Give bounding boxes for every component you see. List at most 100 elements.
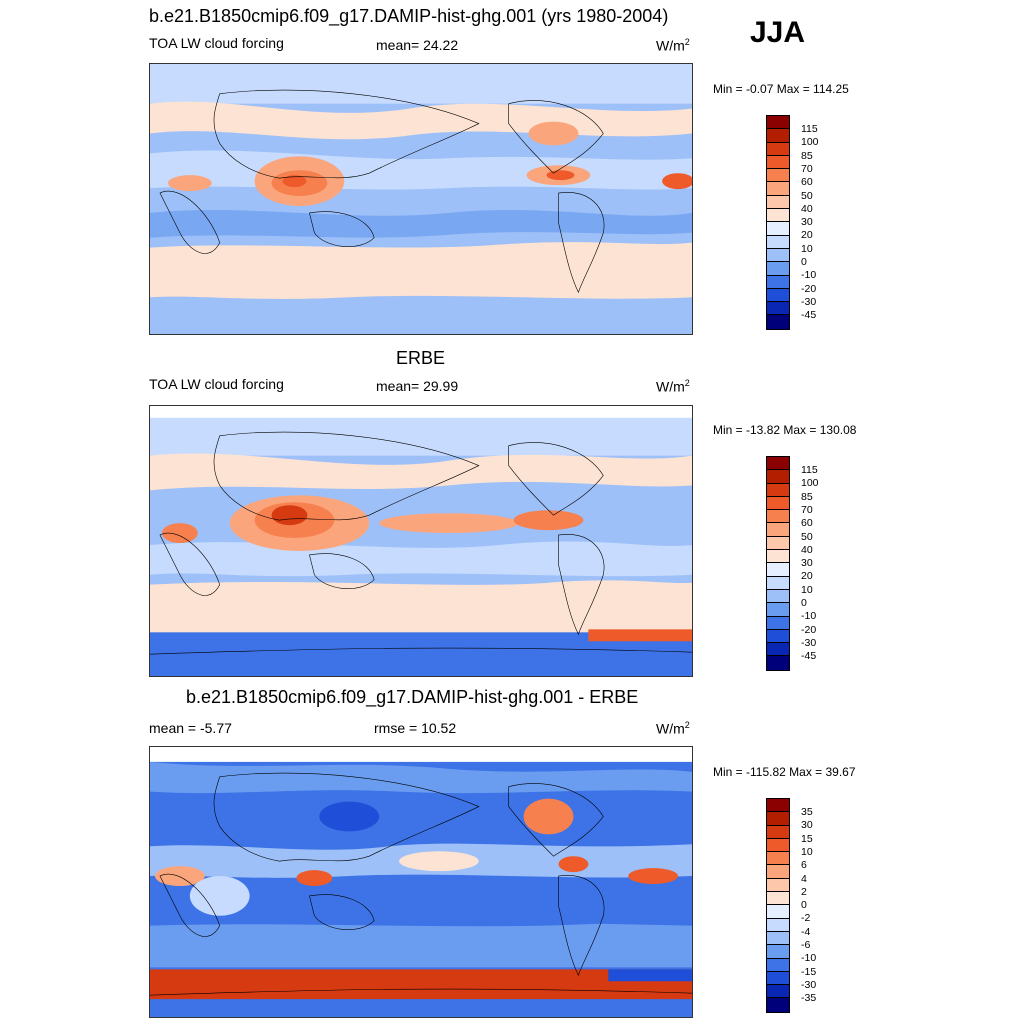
colorbar-tick-label: 115: [801, 123, 818, 135]
colorbar-swatch: [767, 248, 789, 263]
colorbar-tick-label: 0: [801, 899, 807, 912]
colorbar-swatch: [767, 563, 789, 577]
colorbar-swatch: [767, 470, 789, 484]
colorbar-swatch: [767, 616, 789, 630]
colorbar-swatch: [767, 603, 789, 617]
colorbar-tick-label: -35: [801, 992, 817, 1005]
colorbar-swatch: [767, 812, 789, 826]
colorbar-swatch: [767, 288, 789, 303]
rmse-label: rmse = 10.52: [374, 720, 457, 736]
colorbar-tick-label: 2: [801, 885, 807, 898]
colorbar-tick-label: -30: [801, 636, 817, 649]
colorbar-swatch: [767, 195, 789, 210]
colorbar-swatch: [767, 129, 789, 143]
colorbar-swatch: [767, 536, 789, 551]
colorbar-swatch: [767, 971, 789, 986]
colorbar-tick-label: 40: [801, 543, 813, 556]
colorbar-tick-label: 4: [801, 872, 807, 885]
colorbar-tick-label: 70: [801, 162, 813, 175]
colorbar-swatch: [767, 985, 789, 999]
colorbar-tick-label: -10: [801, 269, 817, 282]
units-label: W/m2: [656, 37, 690, 54]
map-obs: [149, 405, 693, 677]
colorbar: [766, 115, 790, 330]
colorbar-tick-label: 50: [801, 530, 813, 543]
colorbar-tick-label: 30: [801, 557, 813, 570]
colorbar-tick-label: 30: [801, 216, 813, 229]
mean-label: mean= 29.99: [376, 378, 459, 394]
variable-label: TOA LW cloud forcing: [149, 35, 284, 51]
colorbar-swatch: [767, 523, 789, 537]
minmax-label: Min = -0.07 Max = 114.25: [713, 82, 849, 96]
colorbar-swatch: [767, 643, 789, 657]
colorbar-swatch: [767, 116, 789, 130]
colorbar-swatch: [767, 302, 789, 316]
colorbar-swatch: [767, 931, 789, 946]
colorbar-swatch: [767, 998, 789, 1012]
colorbar-tick-label: 40: [801, 202, 813, 215]
colorbar: [766, 798, 790, 1013]
colorbar-tick-label: 6: [801, 859, 807, 872]
colorbar-swatch: [767, 589, 789, 604]
colorbar-swatch: [767, 945, 789, 959]
units-label: W/m2: [656, 378, 690, 395]
colorbar-swatch: [767, 155, 789, 170]
colorbar-tick-label: 35: [801, 806, 813, 818]
colorbar-swatch: [767, 235, 789, 249]
colorbar-swatch: [767, 878, 789, 893]
colorbar-swatch: [767, 905, 789, 919]
colorbar: [766, 456, 790, 671]
colorbar-swatch: [767, 209, 789, 223]
colorbar-swatch: [767, 550, 789, 564]
colorbar-swatch: [767, 483, 789, 497]
colorbar-tick-label: -45: [801, 309, 817, 322]
units-label: W/m2: [656, 720, 690, 737]
colorbar-tick-label: -10: [801, 952, 817, 965]
colorbar-swatch: [767, 958, 789, 972]
colorbar-tick-label: -30: [801, 295, 817, 308]
colorbar-tick-label: -4: [801, 925, 811, 938]
colorbar-tick-label: 20: [801, 570, 813, 583]
colorbar-tick-label: -10: [801, 610, 817, 623]
colorbar-tick-label: 20: [801, 229, 813, 242]
colorbar-tick-label: 10: [801, 845, 813, 858]
colorbar-tick-label: 60: [801, 176, 813, 189]
minmax-label: Min = -115.82 Max = 39.67: [713, 765, 856, 779]
panel-title: ERBE: [396, 348, 446, 368]
colorbar-tick-label: -2: [801, 912, 811, 925]
minmax-label: Min = -13.82 Max = 130.08: [713, 423, 857, 437]
colorbar-tick-label: -15: [801, 965, 817, 978]
colorbar-swatch: [767, 892, 789, 906]
colorbar-swatch: [767, 576, 789, 590]
colorbar-tick-label: 0: [801, 597, 807, 609]
colorbar-tick-label: -45: [801, 650, 817, 663]
mean-label: mean = -5.77: [149, 720, 232, 736]
panel-title: b.e21.B1850cmip6.f09_g17.DAMIP-hist-ghg.…: [149, 6, 669, 26]
map-model: [149, 63, 693, 335]
colorbar-tick-label: 70: [801, 503, 813, 516]
colorbar-tick-label: 115: [801, 464, 818, 476]
colorbar-swatch: [767, 142, 789, 156]
panel-title: b.e21.B1850cmip6.f09_g17.DAMIP-hist-ghg.…: [186, 687, 639, 707]
colorbar-tick-label: 10: [801, 242, 813, 255]
colorbar-swatch: [767, 315, 789, 329]
colorbar-tick-label: 85: [801, 149, 813, 162]
colorbar-tick-label: 85: [801, 490, 813, 503]
contour-map: [150, 747, 692, 1017]
colorbar-tick-label: -30: [801, 978, 817, 991]
colorbar-swatch: [767, 275, 789, 289]
colorbar-swatch: [767, 865, 789, 879]
map-diff: [149, 746, 693, 1018]
colorbar-tick-label: 100: [801, 477, 819, 490]
colorbar-tick-label: 10: [801, 583, 813, 596]
colorbar-tick-label: 0: [801, 256, 807, 268]
variable-label: TOA LW cloud forcing: [149, 376, 284, 392]
colorbar-swatch: [767, 222, 789, 236]
colorbar-tick-label: 30: [801, 819, 813, 832]
colorbar-tick-label: 100: [801, 136, 819, 149]
colorbar-tick-label: 50: [801, 189, 813, 202]
colorbar-tick-label: -20: [801, 623, 817, 636]
colorbar-tick-label: -6: [801, 939, 811, 951]
colorbar-swatch: [767, 825, 789, 839]
colorbar-swatch: [767, 629, 789, 644]
